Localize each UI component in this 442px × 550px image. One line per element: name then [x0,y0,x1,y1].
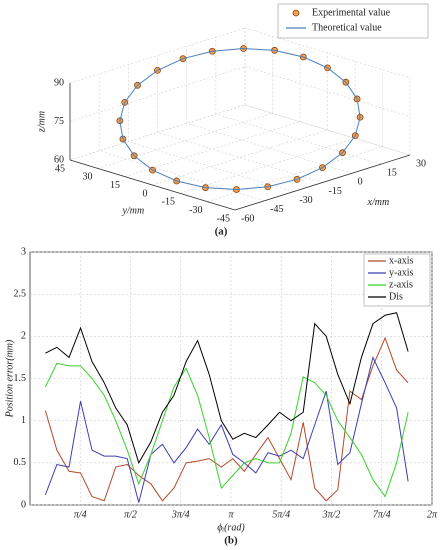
y-tick-label: -45 [217,213,230,224]
y-tick-label: 0 [143,188,148,199]
y-axis-label: y/mm [122,205,145,216]
grid-line [179,138,356,194]
grid-line [152,129,328,186]
y-tick-label: 2 [21,331,26,342]
x-tick-label: 5π/4 [272,509,290,520]
grid-line [124,121,301,177]
legend-label: x-axis [389,255,414,266]
x-tick-label: -30 [299,195,312,206]
legend-swatch [292,9,300,17]
x-tick-label: 7π/4 [373,509,391,520]
x-axis-label: ϕᵢ(rad) [217,522,245,533]
y-tick-label: 2.5 [14,288,27,299]
x-tick-label: π/4 [74,509,87,520]
x-tick-label: 2π [427,509,438,520]
y-tick-label: 1 [21,415,26,426]
series-line [45,312,409,465]
axis-line [69,159,236,211]
y-tick-label: 30 [83,172,93,183]
legend-label: Experimental value [312,7,391,18]
x-tick-label: π [228,509,234,520]
y-tick-label: 3 [21,246,26,257]
y-axis-label: Position error(mm) [4,339,15,418]
series-line [44,336,409,502]
grid-line [69,66,246,122]
legend-label: Theoretical value [312,22,382,33]
axis-line [234,154,411,211]
y-tick-label: 1.5 [14,373,27,384]
series-line [44,362,409,498]
grid-line [69,27,246,84]
x-tick-label: 30 [416,158,426,169]
grid-line [157,132,323,183]
grid-line [244,66,411,117]
theoretical-curve [119,48,361,190]
y-tick-label: 15 [110,180,120,191]
z-tick-label: 90 [54,77,64,88]
grid-line [244,104,411,156]
y-tick-label: 0.5 [14,457,27,468]
grid-line [97,113,273,169]
x-tick-label: 3π/2 [322,509,341,520]
y-tick-label: 45 [55,163,65,174]
series-line [44,355,409,503]
grid-line [69,104,246,161]
legend-label: Dis [389,291,403,302]
z-axis-label: z/mm [36,111,47,133]
y-tick-label: 0 [21,499,26,510]
grid-line [244,27,411,79]
grid-line [207,146,383,202]
caption: (b) [224,535,238,547]
y-tick-label: -15 [162,197,175,208]
x-tick-label: -45 [270,204,283,215]
legend-label: y-axis [389,267,414,278]
x-tick-label: 15 [387,167,397,178]
legend-label: z-axis [389,279,413,290]
legend-box [277,3,429,39]
z-tick-label: 60 [54,154,64,165]
x-tick-label: π/2 [124,509,137,520]
caption: (a) [215,226,228,238]
grid-line [186,123,352,174]
y-tick-label: -30 [189,205,202,216]
x-tick-label: -15 [329,186,342,197]
x-tick-label: 3π/4 [171,509,190,520]
grid-line [99,150,265,202]
x-tick-label: 0 [358,177,363,188]
z-tick-label: 75 [54,116,64,127]
x-axis-label: x/mm [367,197,390,208]
x-tick-label: -60 [241,213,254,224]
